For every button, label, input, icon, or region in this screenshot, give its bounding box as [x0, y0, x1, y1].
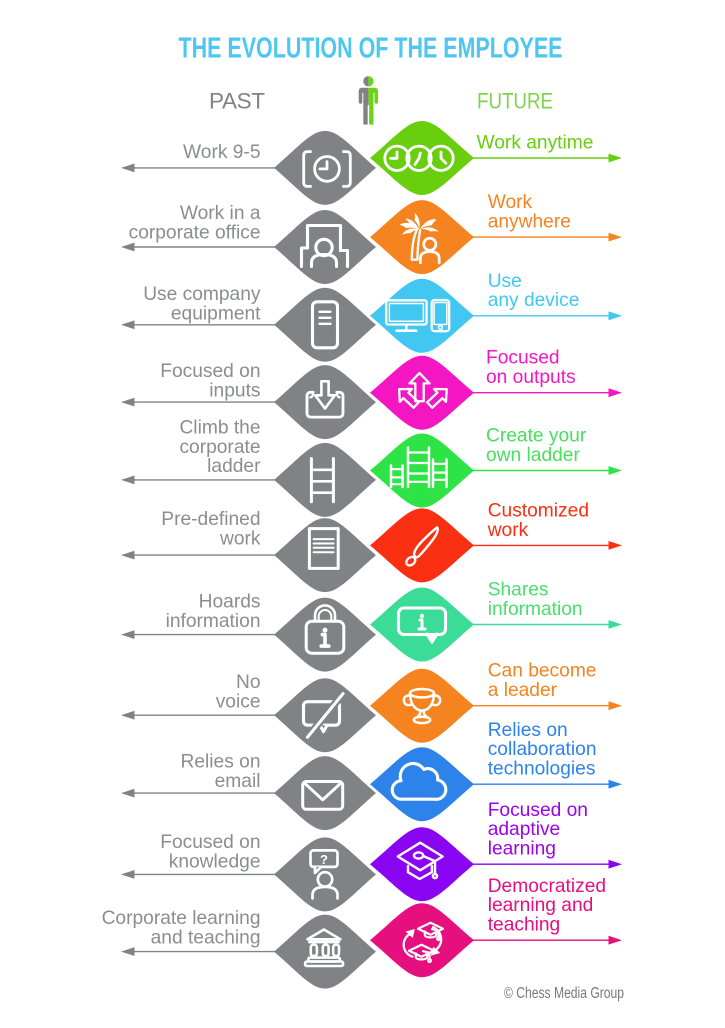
svg-text:Work 9-5: Work 9-5: [183, 142, 260, 163]
svg-text:adaptive: adaptive: [488, 819, 561, 840]
svg-text:information: information: [488, 599, 583, 620]
svg-text:on outputs: on outputs: [486, 367, 576, 388]
svg-text:Work: Work: [488, 192, 533, 213]
svg-text:information: information: [166, 611, 261, 632]
svg-text:Relies on: Relies on: [181, 752, 261, 773]
svg-text:Work in a: Work in a: [180, 203, 261, 224]
svg-text:own ladder: own ladder: [486, 445, 580, 466]
svg-text:inputs: inputs: [209, 381, 260, 402]
svg-text:knowledge: knowledge: [169, 852, 261, 873]
svg-text:Climb the: Climb the: [179, 417, 260, 438]
svg-text:Shares: Shares: [488, 580, 549, 601]
svg-text:email: email: [215, 771, 261, 792]
svg-text:Relies on: Relies on: [488, 720, 568, 741]
svg-text:© Chess Media Group: © Chess Media Group: [504, 985, 624, 1002]
svg-text:anywhere: anywhere: [488, 212, 571, 233]
svg-text:Democratized: Democratized: [488, 876, 606, 897]
svg-text:teaching: teaching: [488, 915, 561, 936]
svg-text:Create your: Create your: [486, 426, 587, 447]
svg-text:Focused on: Focused on: [160, 361, 260, 382]
svg-text:corporate office: corporate office: [129, 223, 261, 244]
svg-text:voice: voice: [216, 691, 261, 712]
svg-text:Focused: Focused: [486, 348, 560, 369]
svg-text:THE EVOLUTION OF THE EMPLOYEE: THE EVOLUTION OF THE EMPLOYEE: [179, 33, 563, 65]
svg-text:any device: any device: [488, 290, 580, 311]
svg-text:learning: learning: [488, 839, 556, 860]
svg-text:ladder: ladder: [207, 456, 261, 477]
svg-text:Customized: Customized: [488, 500, 589, 521]
svg-text:work: work: [487, 520, 529, 541]
svg-text:Focused on: Focused on: [160, 832, 260, 853]
svg-text:Hoards: Hoards: [199, 592, 261, 613]
svg-text:Can become: Can become: [488, 661, 597, 682]
svg-text:Focused on: Focused on: [488, 800, 588, 821]
svg-text:Use company: Use company: [143, 284, 261, 305]
svg-text:No: No: [236, 672, 261, 693]
svg-text:corporate: corporate: [179, 437, 260, 458]
svg-text:and teaching: and teaching: [151, 927, 261, 948]
svg-text:technologies: technologies: [488, 759, 596, 780]
svg-text:Corporate learning: Corporate learning: [102, 908, 261, 929]
svg-text:equipment: equipment: [171, 304, 261, 325]
svg-text:?: ?: [320, 852, 328, 867]
svg-text:Pre-defined: Pre-defined: [161, 509, 260, 530]
svg-text:Work anytime: Work anytime: [477, 132, 594, 153]
svg-text:FUTURE: FUTURE: [477, 89, 553, 114]
svg-text:learning and: learning and: [488, 895, 594, 916]
svg-text:collaboration: collaboration: [488, 739, 597, 760]
svg-text:work: work: [219, 529, 261, 550]
svg-text:Use: Use: [488, 271, 522, 292]
svg-text:PAST: PAST: [209, 89, 265, 114]
svg-text:a leader: a leader: [488, 680, 558, 701]
